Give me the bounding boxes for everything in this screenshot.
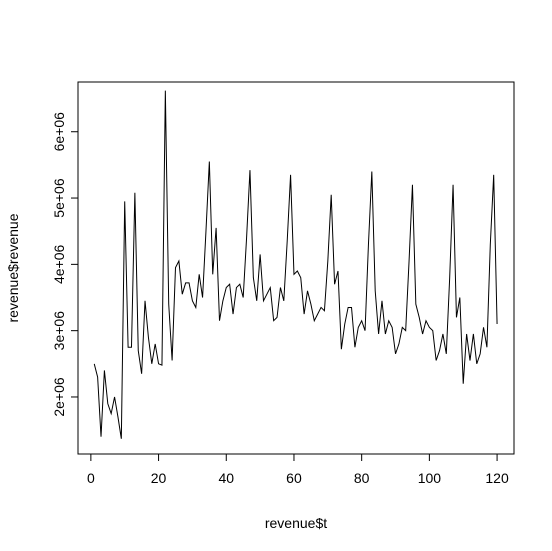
x-tick-label: 20 (151, 470, 167, 486)
y-tick-label: 4e+06 (51, 244, 67, 284)
x-tick-label: 0 (87, 470, 95, 486)
y-tick-label: 6e+06 (51, 112, 67, 152)
plot-box (77, 81, 515, 455)
x-axis-label: revenue$t (265, 515, 327, 531)
x-tick-label: 40 (218, 470, 234, 486)
y-tick-label: 2e+06 (51, 377, 67, 417)
x-tick-label: 60 (286, 470, 302, 486)
y-tick-label: 3e+06 (51, 311, 67, 351)
y-axis-label: revenue$revenue (5, 213, 21, 322)
x-tick-label: 80 (354, 470, 370, 486)
data-line (93, 90, 498, 439)
y-tick-label: 5e+06 (51, 178, 67, 218)
x-tick-label: 120 (485, 470, 509, 486)
x-tick-label: 100 (418, 470, 442, 486)
